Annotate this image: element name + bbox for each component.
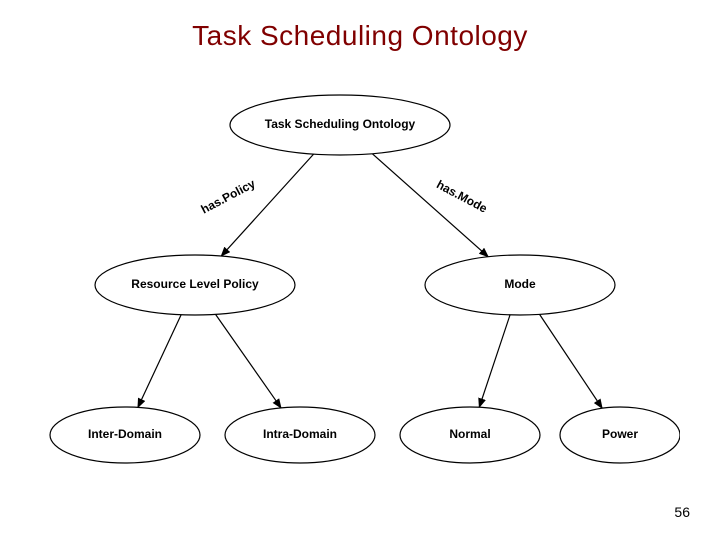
node-intra: Intra-Domain bbox=[225, 407, 375, 463]
edge-label-root-rlp: has.Policy bbox=[199, 176, 258, 216]
edge-root-rlp bbox=[221, 154, 313, 256]
node-label-normal: Normal bbox=[449, 427, 490, 441]
edge-rlp-intra bbox=[216, 314, 281, 408]
node-label-rlp: Resource Level Policy bbox=[131, 277, 259, 291]
page-number: 56 bbox=[674, 504, 690, 520]
node-rlp: Resource Level Policy bbox=[95, 255, 295, 315]
node-mode: Mode bbox=[425, 255, 615, 315]
node-label-intra: Intra-Domain bbox=[263, 427, 337, 441]
node-label-root: Task Scheduling Ontology bbox=[265, 117, 416, 131]
node-label-power: Power bbox=[602, 427, 638, 441]
edge-label-root-mode: has.Mode bbox=[434, 177, 490, 215]
node-label-inter: Inter-Domain bbox=[88, 427, 162, 441]
node-label-mode: Mode bbox=[504, 277, 536, 291]
edge-mode-normal bbox=[479, 315, 510, 407]
slide-title: Task Scheduling Ontology bbox=[0, 20, 720, 52]
edge-mode-power bbox=[540, 314, 603, 408]
node-normal: Normal bbox=[400, 407, 540, 463]
edge-labels-layer: has.Policy has.Mode bbox=[199, 176, 490, 216]
node-root: Task Scheduling Ontology bbox=[230, 95, 450, 155]
ontology-diagram: Task Scheduling Ontology Resource Level P… bbox=[40, 70, 680, 490]
node-inter: Inter-Domain bbox=[50, 407, 200, 463]
nodes-layer: Task Scheduling Ontology Resource Level P… bbox=[50, 95, 680, 463]
edge-rlp-inter bbox=[138, 315, 181, 408]
node-power: Power bbox=[560, 407, 680, 463]
